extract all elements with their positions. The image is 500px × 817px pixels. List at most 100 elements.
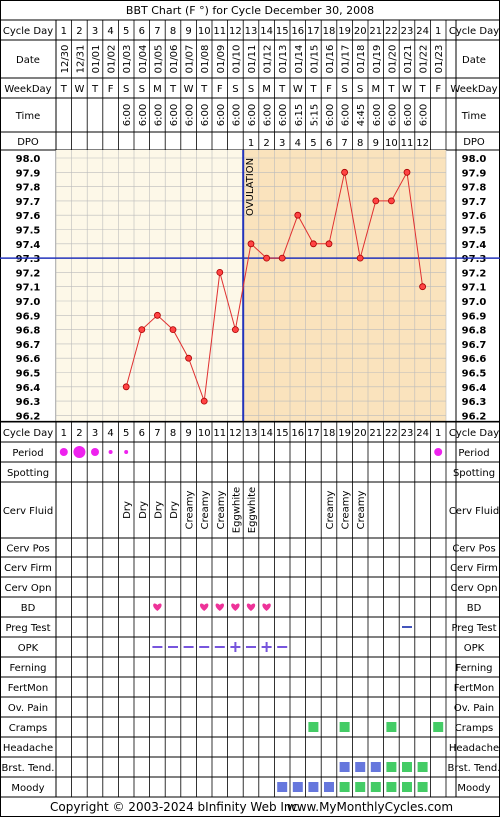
date-value: 01/23	[434, 45, 445, 74]
period-marker	[434, 448, 443, 456]
time-value: 6:00	[169, 104, 180, 126]
cycle-day-label-left: Cycle Day	[3, 428, 53, 439]
cycle-day-value: 20	[354, 428, 367, 439]
moody-marker	[386, 782, 397, 792]
cycle-day-value: 12	[229, 26, 242, 37]
dpo-value: 9	[373, 138, 379, 149]
y-tick-left: 97.5	[16, 226, 41, 237]
weekday-value: T	[200, 84, 208, 95]
bd-label-left: BD	[21, 603, 36, 614]
weekday-value: T	[309, 84, 317, 95]
chart-title: BBT Chart (F °) for Cycle December 30, 2…	[126, 4, 374, 17]
temperature-point	[372, 197, 380, 205]
date-value: 01/06	[169, 45, 180, 74]
spotting-label-left: Spotting	[7, 468, 49, 479]
dpo-label-right: DPO	[463, 137, 485, 148]
cycle-day-value: 6	[139, 428, 145, 439]
time-value: 6:00	[403, 104, 414, 126]
weekday-value: W	[184, 84, 194, 95]
temperature-point	[247, 240, 255, 248]
date-value: 12/31	[75, 45, 86, 74]
cerv-fluid-value: Creamy	[216, 491, 227, 530]
cycle-day-value: 1	[435, 428, 441, 439]
cycle-day-label-right: Cycle Day	[449, 26, 499, 37]
cycle-day-value: 23	[401, 26, 414, 37]
temperature-point	[122, 383, 130, 391]
cycle-day-value: 10	[198, 26, 211, 37]
dpo-value: 5	[310, 138, 316, 149]
cerv-opn-label-right: Cerv Opn	[451, 583, 498, 594]
ov-pain-label-left: Ov. Pain	[8, 703, 48, 714]
brst-tend-label-left: Brst. Tend.	[2, 763, 55, 774]
period-marker	[108, 450, 113, 454]
cerv-opn-label-left: Cerv Opn	[5, 583, 52, 594]
bd-heart-icon	[153, 603, 162, 611]
date-value: 01/15	[309, 45, 320, 74]
time-value: 6:00	[185, 104, 196, 126]
temperature-point	[153, 311, 161, 319]
date-value: 12/30	[60, 45, 71, 74]
weekday-value: M	[262, 84, 271, 95]
cycle-day-label-right: Cycle Day	[449, 428, 499, 439]
date-value: 01/12	[263, 45, 274, 74]
y-tick-right: 97.2	[462, 268, 487, 279]
cycle-day-value: 19	[338, 26, 351, 37]
temperature-point	[169, 326, 177, 334]
dpo-value: 12	[416, 138, 429, 149]
y-tick-left: 97.8	[16, 183, 41, 194]
temperature-point	[216, 268, 224, 276]
temperature-point	[185, 354, 193, 362]
dpo-value: 7	[341, 138, 347, 149]
moody-marker	[417, 782, 428, 792]
temperature-point	[387, 197, 395, 205]
cycle-day-value: 9	[185, 26, 191, 37]
ov-pain-label-right: Ov. Pain	[454, 703, 494, 714]
cerv-pos-label-right: Cerv Pos	[452, 544, 495, 555]
temperature-point	[403, 168, 411, 176]
y-tick-right: 97.8	[462, 183, 487, 194]
bd-label-right: BD	[467, 603, 482, 614]
cycle-day-value: 15	[276, 26, 289, 37]
temperature-point	[325, 240, 333, 248]
y-tick-right: 97.0	[462, 297, 487, 308]
fertmon-label-right: FertMon	[454, 683, 494, 694]
headache-label-right: Headache	[449, 743, 499, 754]
cycle-day-value: 18	[323, 428, 336, 439]
date-value: 01/07	[185, 45, 196, 74]
period-label-left: Period	[12, 448, 43, 459]
time-value: 6:00	[341, 104, 352, 126]
cycle-day-value: 20	[354, 26, 367, 37]
date-value: 01/03	[122, 45, 133, 74]
y-tick-right: 96.9	[462, 311, 487, 322]
preg-test-marker	[402, 626, 412, 628]
y-tick-right: 97.7	[462, 197, 487, 208]
moody-marker	[370, 782, 381, 792]
copyright-text: Copyright © 2003-2024 bInfinity Web Inc.	[50, 800, 302, 814]
date-value: 01/09	[216, 45, 227, 74]
y-tick-left: 97.7	[16, 197, 41, 208]
time-value: 6:00	[122, 104, 133, 126]
date-value: 01/22	[419, 45, 430, 74]
y-tick-left: 96.6	[16, 354, 41, 365]
cycle-day-value: 22	[385, 26, 398, 37]
bd-heart-icon	[262, 603, 271, 611]
y-tick-right: 96.4	[462, 383, 487, 394]
period-label-right: Period	[458, 448, 489, 459]
time-value: 6:00	[216, 104, 227, 126]
cycle-day-value: 22	[385, 428, 398, 439]
y-tick-left: 97.4	[16, 240, 41, 251]
cerv-firm-label-right: Cerv Firm	[450, 563, 498, 574]
date-value: 01/08	[200, 45, 211, 74]
weekday-value: T	[419, 84, 427, 95]
moody-marker	[402, 782, 412, 792]
moody-marker	[308, 782, 319, 792]
weekday-value: T	[169, 84, 177, 95]
cycle-day-value: 2	[76, 428, 82, 439]
date-value: 01/11	[247, 45, 258, 74]
weekday-value: S	[341, 84, 347, 95]
brst-tend-marker	[370, 762, 381, 772]
date-value: 01/20	[387, 45, 398, 74]
weekday-label-right: WeekDay	[450, 84, 497, 95]
date-label-left: Date	[16, 55, 40, 66]
